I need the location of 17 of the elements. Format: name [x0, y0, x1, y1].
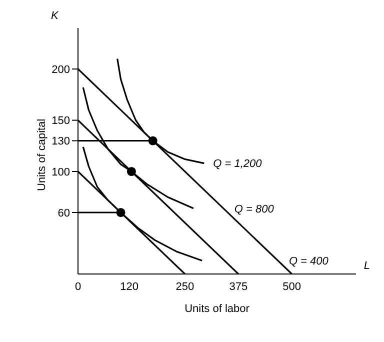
- x-axis-title: Units of labor: [184, 303, 250, 315]
- y-tick-label: 200: [52, 64, 70, 76]
- text: Q = 400: [288, 256, 330, 268]
- x-tick-label: 250: [176, 280, 194, 293]
- y-tick-label: 100: [52, 166, 70, 178]
- y-axis-title: Units of capital: [36, 118, 48, 191]
- text: K: [51, 10, 58, 22]
- x-tick-label: 120: [120, 280, 139, 293]
- x-tick-label: 375: [229, 280, 248, 293]
- x-tick-label: 0: [74, 280, 82, 293]
- x-tick-label: 500: [282, 280, 302, 293]
- y-tick-label: 130: [52, 136, 70, 148]
- series-label: Q = 1,200: [213, 158, 263, 170]
- text: L: [364, 260, 370, 272]
- y-tick-label: 60: [58, 207, 70, 220]
- text: Q = 800: [234, 203, 275, 216]
- y-tick-label: 150: [52, 115, 70, 128]
